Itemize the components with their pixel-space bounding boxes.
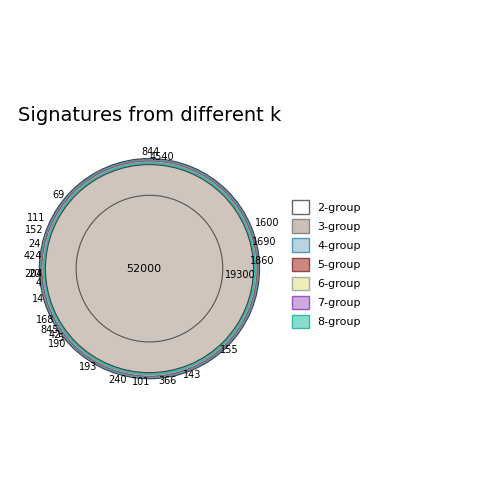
- Text: 204: 204: [24, 269, 42, 279]
- Text: 4540: 4540: [149, 152, 174, 162]
- Text: 20: 20: [28, 269, 41, 279]
- Text: 42: 42: [49, 330, 61, 340]
- Text: 1690: 1690: [252, 237, 277, 247]
- Text: 111: 111: [27, 213, 45, 223]
- Text: 24: 24: [28, 239, 40, 249]
- Text: 143: 143: [183, 370, 202, 381]
- Text: 4: 4: [36, 278, 42, 288]
- Circle shape: [45, 165, 254, 372]
- Text: 845: 845: [40, 326, 58, 335]
- Circle shape: [76, 195, 223, 342]
- Text: 1600: 1600: [255, 218, 279, 228]
- Text: 424: 424: [24, 251, 42, 262]
- Text: 168: 168: [36, 315, 55, 325]
- Text: 5: 5: [57, 333, 63, 343]
- Circle shape: [43, 162, 256, 375]
- Legend: 2-group, 3-group, 4-group, 5-group, 6-group, 7-group, 8-group: 2-group, 3-group, 4-group, 5-group, 6-gr…: [289, 197, 364, 332]
- Text: 69: 69: [53, 190, 65, 200]
- Title: Signatures from different k: Signatures from different k: [18, 106, 281, 124]
- Text: 190: 190: [48, 339, 67, 349]
- Text: 155: 155: [220, 345, 239, 354]
- Text: 1860: 1860: [250, 257, 275, 266]
- Circle shape: [42, 161, 257, 376]
- Circle shape: [41, 160, 258, 377]
- Circle shape: [44, 163, 255, 374]
- Circle shape: [44, 164, 255, 373]
- Text: 101: 101: [132, 377, 150, 388]
- Circle shape: [40, 159, 259, 378]
- Text: 366: 366: [158, 376, 177, 386]
- Text: 52000: 52000: [126, 264, 161, 274]
- Text: 19300: 19300: [225, 270, 256, 280]
- Text: 193: 193: [79, 362, 97, 372]
- Text: 844: 844: [142, 147, 160, 157]
- Text: 152: 152: [25, 225, 44, 235]
- Text: 240: 240: [109, 375, 127, 385]
- Circle shape: [39, 159, 260, 379]
- Text: 14: 14: [32, 294, 44, 304]
